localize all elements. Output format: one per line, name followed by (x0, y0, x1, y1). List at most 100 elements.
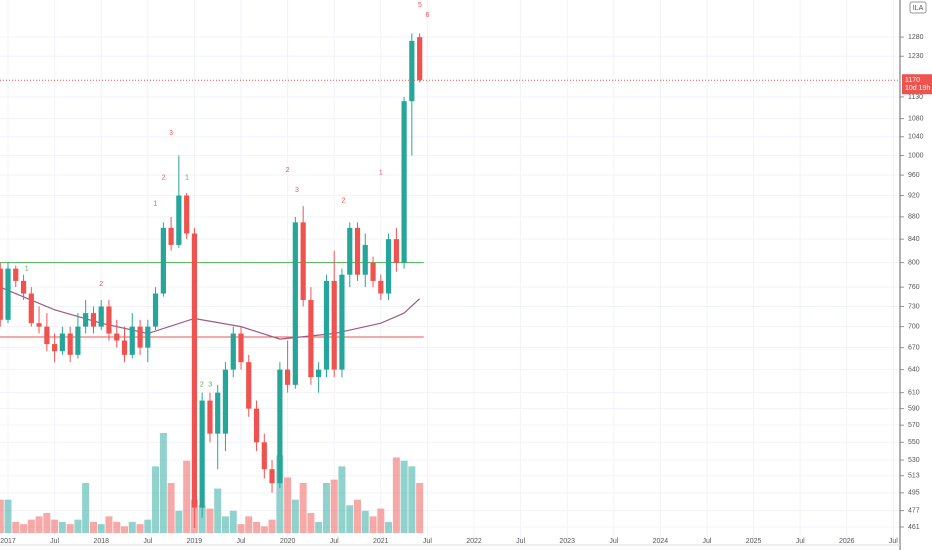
candle-body (385, 239, 392, 294)
candle-body (28, 293, 34, 324)
candle-body (339, 274, 345, 370)
candle-body (362, 244, 368, 275)
y-tick-label: 550 (908, 439, 920, 446)
volume-bar (58, 521, 66, 533)
candle-body (121, 340, 128, 355)
volume-bar (20, 524, 28, 533)
volume-bar (315, 521, 323, 533)
y-tick-label: 800 (908, 259, 920, 266)
y-tick-label: 670 (908, 344, 920, 351)
volume-bar (136, 524, 144, 533)
candle-body (114, 333, 120, 341)
candle-body (246, 362, 252, 409)
y-tick-label: 461 (908, 524, 920, 531)
volume-bar (408, 466, 416, 533)
x-tick-label: Jul (237, 538, 246, 545)
x-tick-label: 2025 (746, 538, 762, 545)
price-label: 1170 (905, 77, 920, 84)
candle-body (106, 306, 112, 334)
x-tick-label: 2022 (466, 538, 482, 545)
candle-body (215, 392, 221, 434)
candle-body (36, 323, 42, 327)
y-tick-label: 1280 (908, 34, 924, 41)
candle-body (20, 280, 27, 294)
candle-body (145, 326, 151, 348)
candle-body (253, 408, 260, 443)
volume-bar (97, 524, 105, 533)
annotation: 5 (418, 2, 422, 9)
volume-bar (416, 483, 424, 533)
x-tick-label: Jul (143, 538, 152, 545)
volume-bar (268, 519, 276, 533)
x-tick-label: 2019 (187, 538, 203, 545)
annotation: 1 (153, 200, 157, 207)
volume-bar (346, 505, 354, 533)
volume-bar (12, 521, 20, 533)
y-tick-label: 477 (908, 507, 920, 514)
volume-bar (369, 516, 377, 533)
candle-body (59, 333, 65, 352)
candle-body (168, 227, 174, 245)
volume-bar (299, 483, 307, 533)
volume-bar (159, 433, 167, 533)
x-tick-label: 2020 (280, 538, 296, 545)
candle-body (199, 400, 205, 508)
candle-body (230, 333, 236, 370)
volume-bar (206, 508, 214, 533)
volume-bar (338, 466, 346, 533)
price-label-box (902, 74, 932, 95)
annotation: 2 (342, 198, 346, 205)
candle-body (308, 299, 314, 378)
candle-body (75, 326, 81, 355)
annotation: 3 (169, 130, 173, 137)
x-tick-label: Jul (423, 538, 432, 545)
candle-body (152, 293, 159, 327)
volume-bar (175, 510, 183, 533)
candle-body (370, 262, 376, 281)
y-tick-label: 513 (908, 473, 920, 480)
moving-average (0, 286, 421, 340)
x-tick-label: Jul (50, 538, 59, 545)
annotation: 3 (295, 187, 299, 194)
y-tick-label: 1080 (908, 115, 924, 122)
volume-bar (128, 521, 136, 533)
y-tick-label: 840 (908, 236, 920, 243)
y-tick-label: 730 (908, 303, 920, 310)
y-tick-label: 920 (908, 192, 920, 199)
candle-body (323, 280, 330, 370)
candle-body (83, 313, 89, 327)
y-tick-label: 960 (908, 172, 920, 179)
candle-body (52, 344, 58, 352)
volume-bar (121, 526, 129, 533)
candle-body (347, 227, 353, 275)
volume-bar (276, 455, 284, 533)
volume-bar (330, 479, 338, 533)
volume-bar (82, 483, 90, 533)
candle-body (238, 333, 244, 363)
annotation: 2 (99, 281, 103, 288)
volume-bar (113, 521, 121, 533)
candle-body (393, 239, 399, 263)
y-tick-label: 1130 (908, 94, 923, 101)
y-tick-label: 880 (908, 214, 920, 221)
volume-bar (400, 460, 408, 533)
x-tick-label: Jul (703, 538, 712, 545)
x-tick-label: Jul (889, 538, 898, 545)
candle-body (316, 369, 322, 378)
volume-bar (385, 521, 393, 533)
x-tick-label: 2023 (559, 538, 575, 545)
volume-bar (105, 516, 113, 533)
volume-bar (183, 460, 191, 533)
candle-body (300, 222, 306, 300)
volume-bar (253, 521, 261, 533)
volume-bar (74, 519, 82, 533)
candle-body (137, 326, 143, 348)
candle-body (331, 280, 337, 370)
candle-body (292, 222, 298, 385)
volume-bar (322, 483, 330, 533)
candle-body (67, 333, 73, 355)
x-tick-label: Jul (796, 538, 805, 545)
candle-body (354, 227, 361, 275)
volume-bar (35, 516, 43, 533)
